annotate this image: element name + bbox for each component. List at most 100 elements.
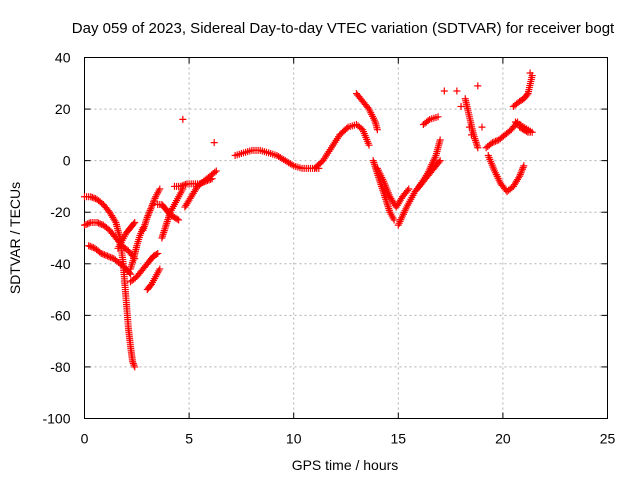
data-point — [457, 102, 465, 110]
data-point — [93, 219, 101, 227]
data-point — [95, 219, 103, 227]
data-point — [196, 180, 204, 188]
data-point — [207, 175, 215, 183]
data-point — [212, 167, 220, 175]
data-point — [405, 185, 413, 193]
data-point — [104, 252, 112, 260]
data-point — [88, 243, 96, 251]
data-point — [150, 198, 158, 206]
y-tick-label: -60 — [50, 307, 70, 323]
data-point — [99, 250, 107, 258]
data-point — [390, 216, 398, 224]
data-point — [526, 69, 534, 77]
data-point — [151, 194, 159, 202]
data-point — [100, 251, 108, 259]
data-point — [435, 158, 443, 166]
data-point — [144, 212, 152, 220]
data-point — [200, 178, 208, 186]
y-tick-label: -100 — [42, 411, 70, 427]
data-point — [180, 181, 188, 189]
data-point — [152, 250, 160, 258]
data-point — [143, 213, 151, 221]
data-point — [519, 164, 527, 172]
data-point — [518, 167, 526, 175]
data-point — [145, 210, 153, 218]
data-point — [84, 220, 92, 228]
plot-area — [84, 57, 608, 419]
data-point — [436, 157, 444, 165]
data-point — [145, 208, 153, 216]
data-point — [178, 182, 186, 190]
data-point — [147, 205, 155, 213]
y-tick-label: 40 — [55, 50, 71, 66]
data-point — [436, 136, 444, 144]
data-point — [111, 217, 119, 225]
data-point — [81, 221, 88, 229]
y-tick-label: 20 — [55, 101, 71, 117]
data-point — [146, 206, 154, 214]
chart-title: Day 059 of 2023, Sidereal Day-to-day VTE… — [72, 20, 615, 37]
data-point — [478, 123, 486, 131]
data-point — [202, 177, 210, 185]
data-point — [88, 193, 96, 201]
data-point — [468, 131, 476, 139]
y-tick-label: -80 — [50, 359, 70, 375]
data-point — [156, 185, 164, 193]
data-point — [130, 361, 138, 369]
data-point — [199, 179, 207, 187]
data-point — [197, 179, 205, 187]
data-point — [210, 139, 218, 147]
data-point — [129, 358, 137, 366]
data-point — [147, 203, 155, 211]
data-point — [474, 82, 482, 90]
data-point — [434, 113, 442, 121]
x-axis-label: GPS time / hours — [292, 457, 399, 473]
data-point — [516, 170, 524, 178]
data-point — [85, 242, 93, 250]
data-point — [179, 115, 187, 123]
data-point — [474, 144, 482, 152]
data-point — [82, 220, 90, 228]
data-point — [148, 201, 156, 209]
data-point — [87, 193, 95, 201]
data-point — [175, 216, 183, 224]
y-tick-label: -40 — [50, 256, 70, 272]
data-point — [424, 117, 432, 125]
x-tick-label: 20 — [495, 431, 511, 447]
data-point — [365, 141, 373, 149]
ticks-layer: 0 5 10 15 20 25 -100 -80 -60 -40 -20 0 20 40 — [42, 50, 615, 447]
data-point — [516, 172, 524, 180]
data-point — [453, 87, 461, 95]
data-point — [208, 175, 216, 183]
y-tick-label: 0 — [63, 153, 71, 169]
data-point — [102, 251, 110, 259]
data-point — [490, 138, 498, 146]
data-points — [81, 69, 536, 371]
data-point — [465, 123, 473, 131]
data-point — [90, 194, 98, 202]
data-point — [211, 168, 219, 176]
x-tick-label: 25 — [600, 431, 616, 447]
data-point — [440, 87, 448, 95]
data-point — [150, 196, 158, 204]
data-point — [511, 118, 519, 126]
data-point — [173, 215, 181, 223]
data-point — [154, 249, 162, 257]
data-point — [488, 139, 496, 147]
data-point — [85, 219, 93, 227]
data-point — [131, 219, 139, 227]
data-point — [177, 182, 185, 190]
data-point — [86, 242, 94, 250]
data-point — [517, 169, 525, 177]
data-point — [156, 265, 164, 273]
data-point — [373, 126, 381, 134]
data-point — [105, 253, 113, 261]
data-point — [520, 162, 528, 170]
data-point — [131, 363, 139, 371]
data-point — [129, 359, 137, 367]
data-point — [125, 269, 133, 277]
data-point — [523, 91, 531, 99]
x-tick-label: 15 — [391, 431, 407, 447]
x-tick-label: 5 — [185, 431, 193, 447]
